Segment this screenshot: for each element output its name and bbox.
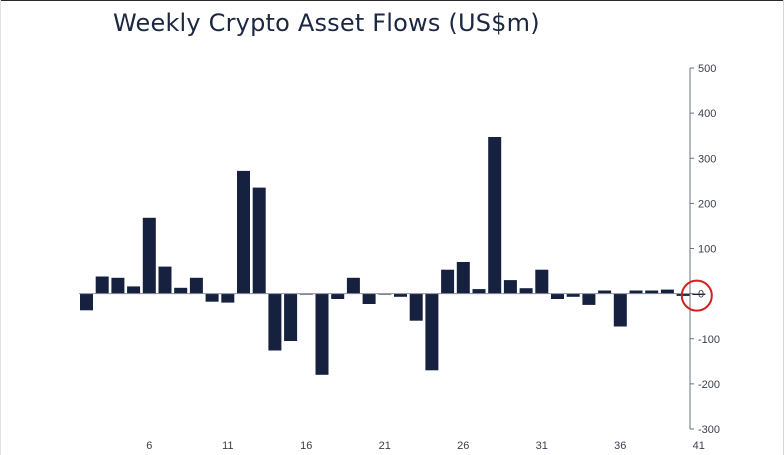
y-tick-label: 0 [698, 289, 704, 301]
frame-left-border [0, 0, 1, 455]
bars-layer [80, 137, 706, 375]
bar-week-22 [394, 293, 407, 297]
y-tick-label: 300 [698, 153, 716, 165]
bar-week-25 [441, 269, 455, 294]
bar-week-24 [425, 293, 439, 371]
bar-week-26 [456, 262, 470, 294]
x-tick-label: 26 [457, 440, 469, 452]
chart-title: Weekly Crypto Asset Flows (US$m) [113, 9, 540, 37]
bar-week-13 [252, 187, 266, 294]
x-tick-label: 31 [536, 440, 548, 452]
x-tick-label: 41 [693, 440, 705, 452]
x-tick-label: 6 [146, 440, 152, 452]
bar-week-3 [95, 276, 109, 294]
y-tick-label: -200 [698, 379, 720, 391]
bar-week-35 [598, 290, 612, 294]
bar-week-2 [80, 293, 93, 311]
highlight-circle [680, 279, 713, 312]
frame-top-border [0, 0, 784, 1]
bar-week-28 [488, 137, 502, 294]
bar-week-6 [142, 217, 156, 294]
y-tick-label: -100 [698, 334, 720, 346]
bar-week-12 [237, 170, 250, 294]
x-tick-label: 21 [379, 440, 391, 452]
bar-week-8 [174, 287, 188, 294]
bar-week-34 [582, 293, 596, 305]
bar-week-30 [519, 288, 533, 294]
bar-week-29 [503, 280, 517, 294]
x-tick-label: 16 [300, 440, 312, 452]
bar-week-27 [472, 289, 486, 294]
y-tick-label: 400 [698, 108, 716, 120]
bar-week-7 [158, 266, 172, 294]
bar-week-39 [660, 289, 674, 294]
bar-week-23 [409, 293, 423, 321]
bar-week-18 [331, 293, 345, 299]
bar-week-33 [566, 293, 580, 297]
bar-week-5 [127, 286, 141, 294]
y-ticks-layer: 500 400 300 200 100 0 -100 -200 -300 [690, 63, 720, 436]
bar-week-19 [346, 277, 360, 294]
bar-week-10 [205, 293, 219, 302]
bar-week-9 [189, 277, 203, 294]
x-tick-label: 36 [614, 440, 626, 452]
y-tick-label: 200 [698, 198, 716, 210]
bar-week-38 [645, 290, 659, 294]
bar-week-20 [362, 293, 376, 304]
bar-week-32 [551, 293, 564, 299]
bar-week-37 [629, 290, 643, 294]
bar-week-40 [676, 293, 690, 296]
bar-week-41 [692, 293, 706, 295]
bar-week-15 [284, 293, 298, 341]
y-tick-label: -300 [698, 424, 720, 436]
y-tick-label: 500 [698, 63, 716, 75]
bar-week-36 [613, 293, 627, 327]
bar-week-14 [268, 293, 282, 351]
bar-week-17 [315, 293, 329, 375]
y-tick-label: 100 [698, 244, 716, 256]
x-tick-label: 11 [222, 440, 233, 452]
bar-week-4 [111, 277, 125, 294]
bar-week-31 [535, 269, 549, 294]
bar-week-11 [221, 293, 235, 303]
x-ticks-layer: 6 11 16 21 26 31 36 41 [146, 440, 705, 452]
